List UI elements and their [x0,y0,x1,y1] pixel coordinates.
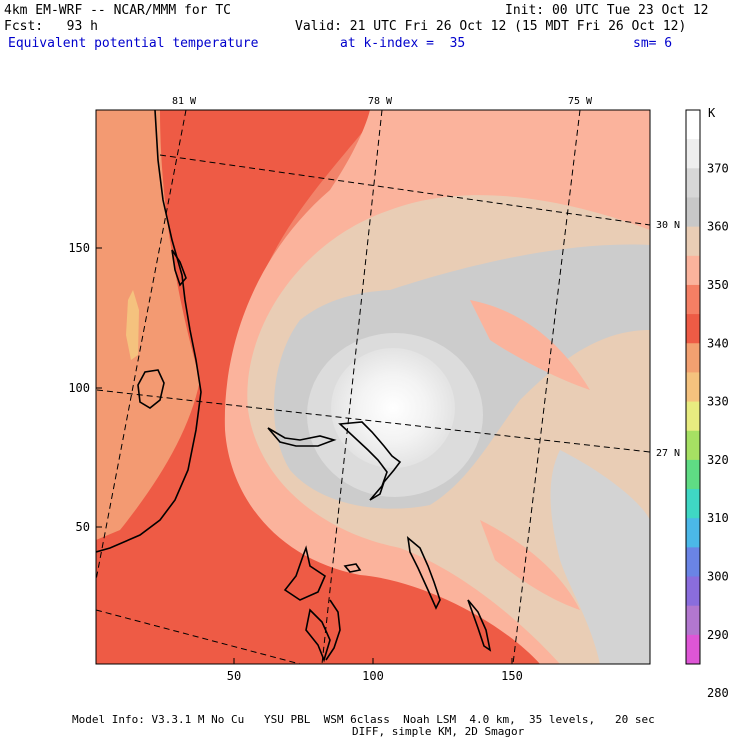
colorbar-swatch [686,605,700,636]
colorbar-swatch [686,110,700,140]
eleuthera [406,536,441,610]
cape-canaveral [171,249,187,287]
colorbar-swatch [686,372,700,403]
new-providence [343,563,362,573]
colorbar-swatch [686,489,700,519]
field-band-340 [96,110,560,664]
lat-label-27n: 27 N [656,448,680,459]
florida-east-coast [96,110,202,553]
colorbar-label: 320 [707,453,729,467]
y-tick-50: 50 [76,520,90,534]
x-tick-100: 100 [362,669,384,683]
lake-okeechobee [137,369,165,409]
abaco [338,421,402,501]
grand-bahama [267,427,337,447]
y-tick-150: 150 [68,241,90,255]
lon-label-75w: 75 W [568,96,593,107]
colorbar-label: 290 [707,628,729,642]
parallel-24n [96,609,301,664]
graticule [96,110,650,664]
init-time: Init: 00 UTC Tue 23 Oct 12 [505,3,709,18]
axis-ticks [96,247,513,664]
field-name: Equivalent potential temperature [8,36,259,51]
x-tick-150: 150 [501,669,523,683]
colorbar-label: 280 [707,686,729,700]
colorbar-label: 330 [707,395,729,409]
colorbar-swatch [686,518,700,548]
colorbar-swatch [686,284,700,315]
smoothing-info: sm= 6 [633,36,673,51]
colorbar-label: 300 [707,570,729,584]
valid-time: Valid: 21 UTC Fri 26 Oct 12 (15 MDT Fri … [295,19,687,34]
colorbar-label: 350 [707,278,729,292]
parallel-27n [96,389,650,453]
meridian-78w [321,110,383,664]
lon-label-78w: 78 W [368,96,393,107]
parallel-30n [159,154,650,226]
colorbar-label: 360 [707,220,729,234]
colorbar-swatch [686,547,700,578]
hurricane-core [331,348,455,468]
y-tick-100: 100 [68,381,90,395]
colorbar-label: 370 [707,161,729,175]
colorbar-swatch [686,255,700,286]
colorbar-swatch [686,343,700,373]
andros-south [305,608,331,663]
cat-island [467,599,492,652]
level-info: at k-index = 35 [340,36,466,51]
model-title: 4km EM-WRF -- NCAR/MMM for TC [4,3,231,18]
colorbar-swatch [686,168,700,198]
field-blob-southeast [480,520,580,610]
field-band-360-east [550,450,650,664]
colorbar-unit: K [708,106,716,120]
colorbar-label: 310 [707,511,729,525]
forecast-hour: Fcst: 93 h [4,19,98,34]
field-pocket-yellow [126,290,139,360]
field-band-330-west [96,110,200,540]
colorbar-swatch [686,314,700,344]
lat-label-30n: 30 N [656,220,680,231]
colorbar-swatch [686,576,700,607]
field-blob-east [470,300,590,390]
colorbar-swatch [686,459,700,490]
lon-label-81w: 81 W [172,96,197,107]
colorbar-swatch [686,139,700,169]
colorbar-swatch [686,197,700,228]
colorbar-swatch [686,430,700,461]
meridian-75w [512,110,581,664]
colorbar-swatch [686,226,700,257]
colorbar-label: 340 [707,336,729,350]
model-diffusion: DIFF, simple KM, 2D Smagor [352,725,525,738]
exuma-chain [325,599,341,661]
colorbar-swatch [686,401,700,432]
colorbar-frame [685,109,701,665]
andros [283,545,327,601]
coastlines [96,110,492,663]
colorbar-swatch [686,634,700,665]
x-tick-50: 50 [227,669,241,683]
colorbar: 370 360 350 340 330 320 310 300 290 280 [685,109,729,700]
model-info: Model Info: V3.3.1 M No Cu YSU PBL WSM 6… [72,713,655,726]
